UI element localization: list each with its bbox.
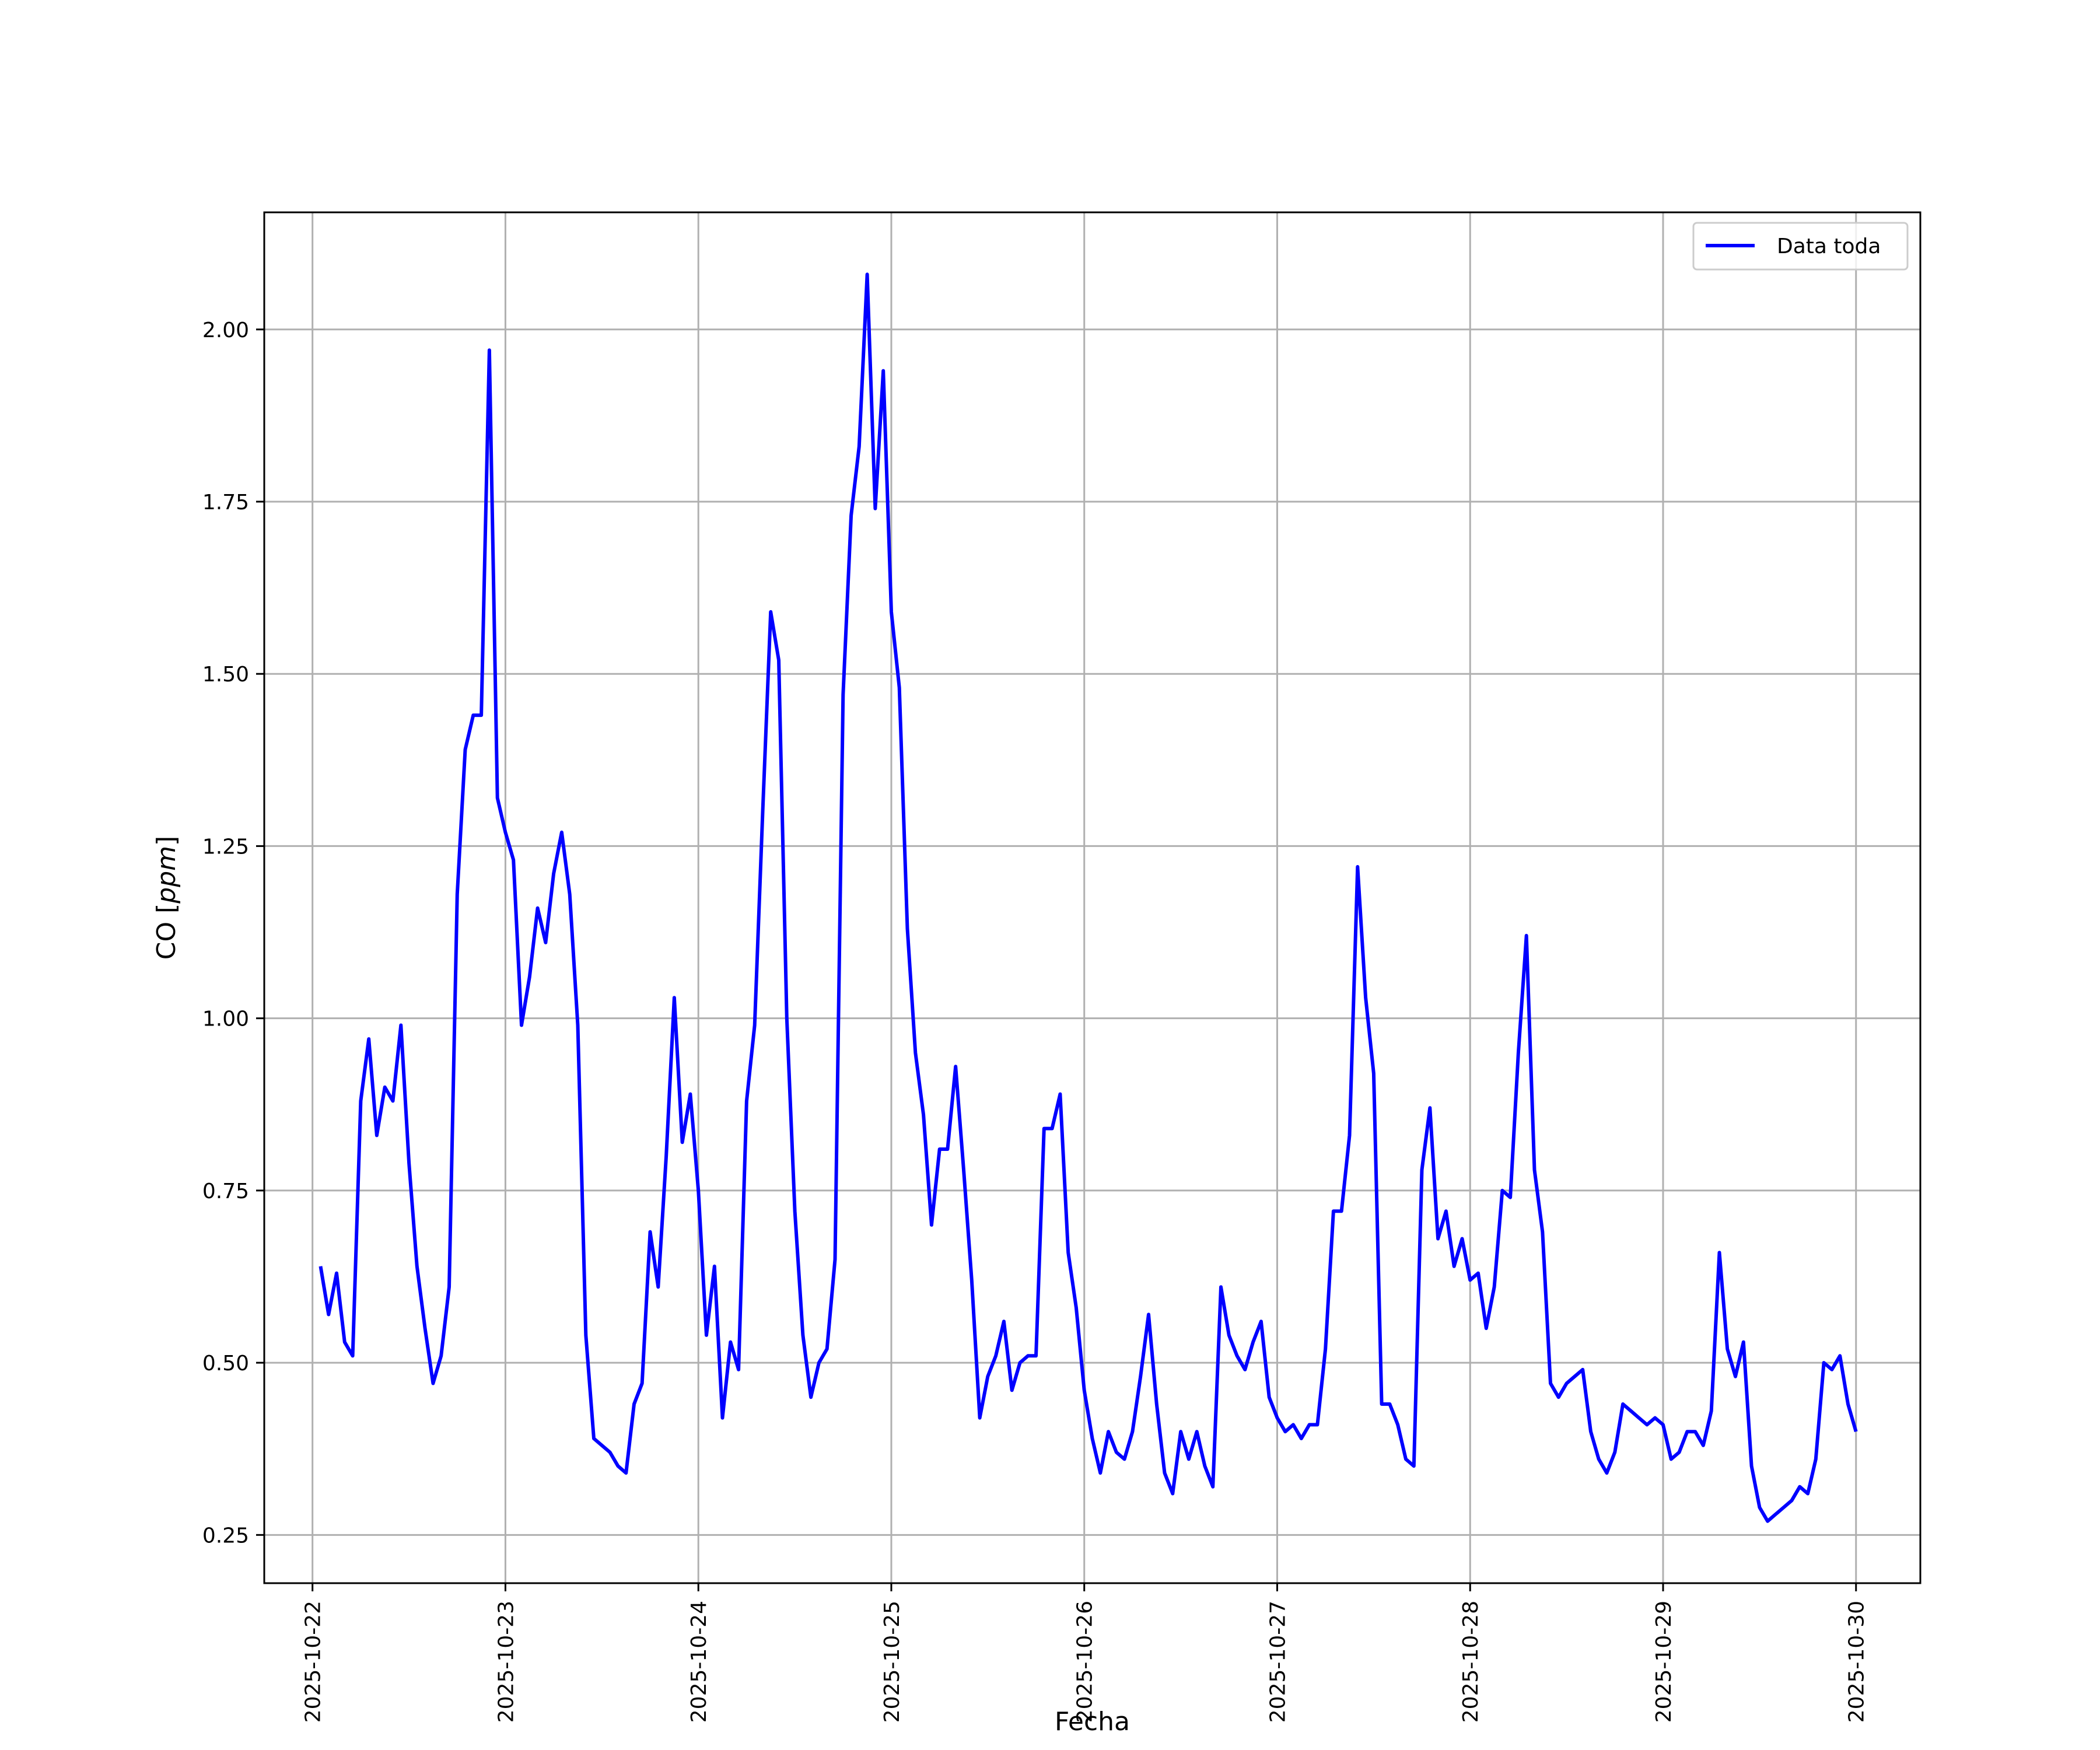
y-tick-label: 1.25 xyxy=(202,835,249,859)
y-tick-label: 2.00 xyxy=(202,318,249,342)
x-tick-label: 2025-10-23 xyxy=(494,1601,518,1723)
y-tick-label: 1.50 xyxy=(202,663,249,687)
axis-ticks: 2025-10-22 2025-10-23 2025-10-24 2025-10-25… xyxy=(202,318,1869,1723)
x-tick-label: 2025-10-24 xyxy=(687,1601,711,1723)
x-axis-label: Fecha xyxy=(1055,1707,1130,1737)
y-axis-label: CO [ppm] xyxy=(152,836,181,960)
series-line xyxy=(318,272,1858,1523)
x-tick-label: 2025-10-28 xyxy=(1459,1601,1483,1723)
x-tick-label: 2025-10-27 xyxy=(1266,1601,1290,1723)
x-tick-label: 2025-10-30 xyxy=(1845,1601,1869,1723)
y-tick-label: 1.75 xyxy=(202,491,249,514)
y-axis-label-suffix: ] xyxy=(152,836,181,846)
x-tick-label: 2025-10-29 xyxy=(1652,1601,1676,1723)
x-tick-label: 2025-10-22 xyxy=(302,1601,326,1723)
x-tick-label: 2025-10-26 xyxy=(1073,1601,1097,1723)
plot-frame xyxy=(263,211,1922,1584)
y-axis-label-unit: ppm xyxy=(152,846,181,904)
legend-box xyxy=(1692,222,1909,271)
grid-lines xyxy=(264,212,1920,1583)
series-layer xyxy=(318,272,1858,1523)
y-tick-label: 1.00 xyxy=(202,1007,249,1031)
y-tick-label: 0.25 xyxy=(202,1524,249,1548)
x-tick-label: 2025-10-25 xyxy=(880,1601,904,1723)
y-tick-label: 0.50 xyxy=(202,1352,249,1376)
y-axis-label-prefix: CO [ xyxy=(152,904,181,960)
y-tick-label: 0.75 xyxy=(202,1180,249,1203)
legend: Data toda xyxy=(1692,222,1909,271)
legend-label: Data toda xyxy=(1777,235,1881,258)
